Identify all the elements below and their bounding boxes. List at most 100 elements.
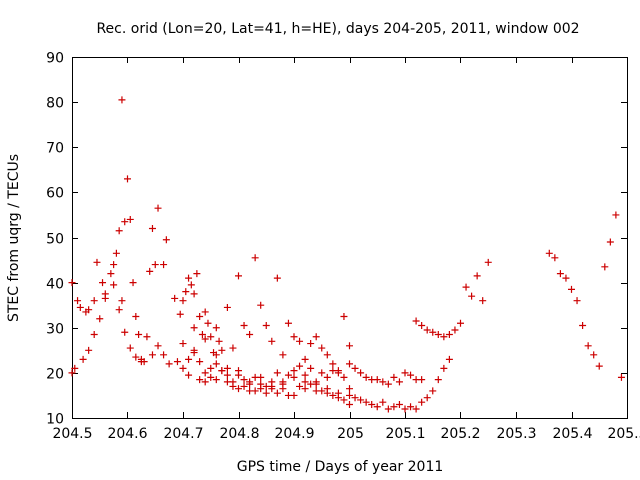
data-point (357, 396, 365, 404)
x-tick-label: 205.1 (385, 426, 425, 442)
data-point (434, 331, 442, 339)
data-point (223, 303, 231, 311)
data-point (182, 288, 190, 296)
data-point (418, 321, 426, 329)
x-tick-label: 205.2 (440, 426, 480, 442)
data-point (229, 344, 237, 352)
data-point (235, 367, 242, 375)
y-tick-label: 40 (46, 277, 64, 293)
data-point (185, 371, 193, 379)
data-point (126, 344, 134, 352)
data-point (362, 373, 370, 381)
data-point (284, 319, 292, 327)
data-point (617, 373, 625, 381)
data-point (556, 270, 564, 278)
data-point (279, 351, 287, 359)
data-point (479, 297, 487, 305)
data-point (135, 331, 143, 339)
data-point (568, 285, 575, 293)
data-point (429, 387, 437, 395)
data-point (212, 351, 220, 359)
data-point (185, 355, 193, 363)
data-point (307, 340, 315, 348)
data-point (212, 360, 220, 368)
data-point (110, 261, 118, 269)
data-point (351, 364, 359, 372)
data-point (373, 376, 381, 384)
data-point (390, 373, 398, 381)
data-point (115, 306, 123, 314)
data-point (323, 373, 331, 381)
data-point (85, 306, 93, 314)
x-tick-label: 205.4 (552, 426, 592, 442)
data-point (390, 403, 398, 411)
data-point (284, 371, 292, 379)
data-point (418, 398, 426, 406)
y-tick-label: 50 (46, 232, 64, 248)
data-point (223, 371, 231, 379)
data-point (312, 333, 320, 341)
data-point (301, 355, 309, 363)
data-point (112, 249, 120, 257)
data-point (273, 389, 281, 397)
data-point (579, 321, 587, 329)
data-point (412, 405, 420, 413)
data-point (346, 391, 353, 399)
data-point (201, 308, 209, 316)
data-point (240, 376, 248, 384)
data-point (246, 331, 254, 339)
data-point (440, 364, 448, 372)
data-point (457, 319, 464, 327)
data-point (251, 387, 259, 395)
data-point (201, 369, 209, 377)
data-point (279, 380, 287, 388)
data-point (173, 358, 181, 366)
data-point (171, 294, 179, 302)
data-point (601, 263, 609, 271)
data-point (96, 315, 104, 323)
data-point (362, 398, 370, 406)
data-point (132, 353, 140, 361)
data-point (160, 261, 168, 269)
data-point (212, 324, 220, 332)
data-point (101, 294, 109, 302)
data-point (207, 373, 215, 381)
data-point (401, 369, 409, 377)
data-point (329, 391, 337, 399)
data-point (118, 96, 126, 104)
x-tick-label: 204.7 (163, 426, 203, 442)
data-point (257, 385, 265, 393)
data-point (121, 218, 129, 226)
data-point (160, 351, 168, 359)
data-point (257, 301, 265, 309)
data-point (468, 292, 476, 300)
data-point (290, 367, 298, 375)
data-point (148, 224, 156, 232)
data-point (407, 403, 415, 411)
data-point (235, 272, 242, 280)
data-point (201, 378, 209, 386)
data-point (115, 227, 123, 235)
data-point (124, 175, 131, 183)
data-point (187, 281, 195, 289)
data-point (395, 400, 403, 408)
data-point (90, 297, 98, 305)
data-point (562, 274, 570, 282)
data-point (379, 398, 387, 406)
data-point (223, 364, 231, 372)
data-point (290, 373, 298, 381)
data-point (179, 297, 187, 305)
data-point (268, 378, 276, 386)
data-point (268, 337, 276, 345)
data-point (606, 238, 614, 246)
data-point (196, 376, 204, 384)
data-point (107, 270, 115, 278)
data-point (301, 385, 309, 393)
y-axis-label: STEC from uqrg / TECUs (6, 154, 22, 322)
data-point (204, 319, 212, 327)
data-point (346, 400, 353, 408)
data-point (196, 312, 204, 320)
y-tick-label: 60 (46, 186, 64, 202)
data-point (296, 382, 304, 390)
